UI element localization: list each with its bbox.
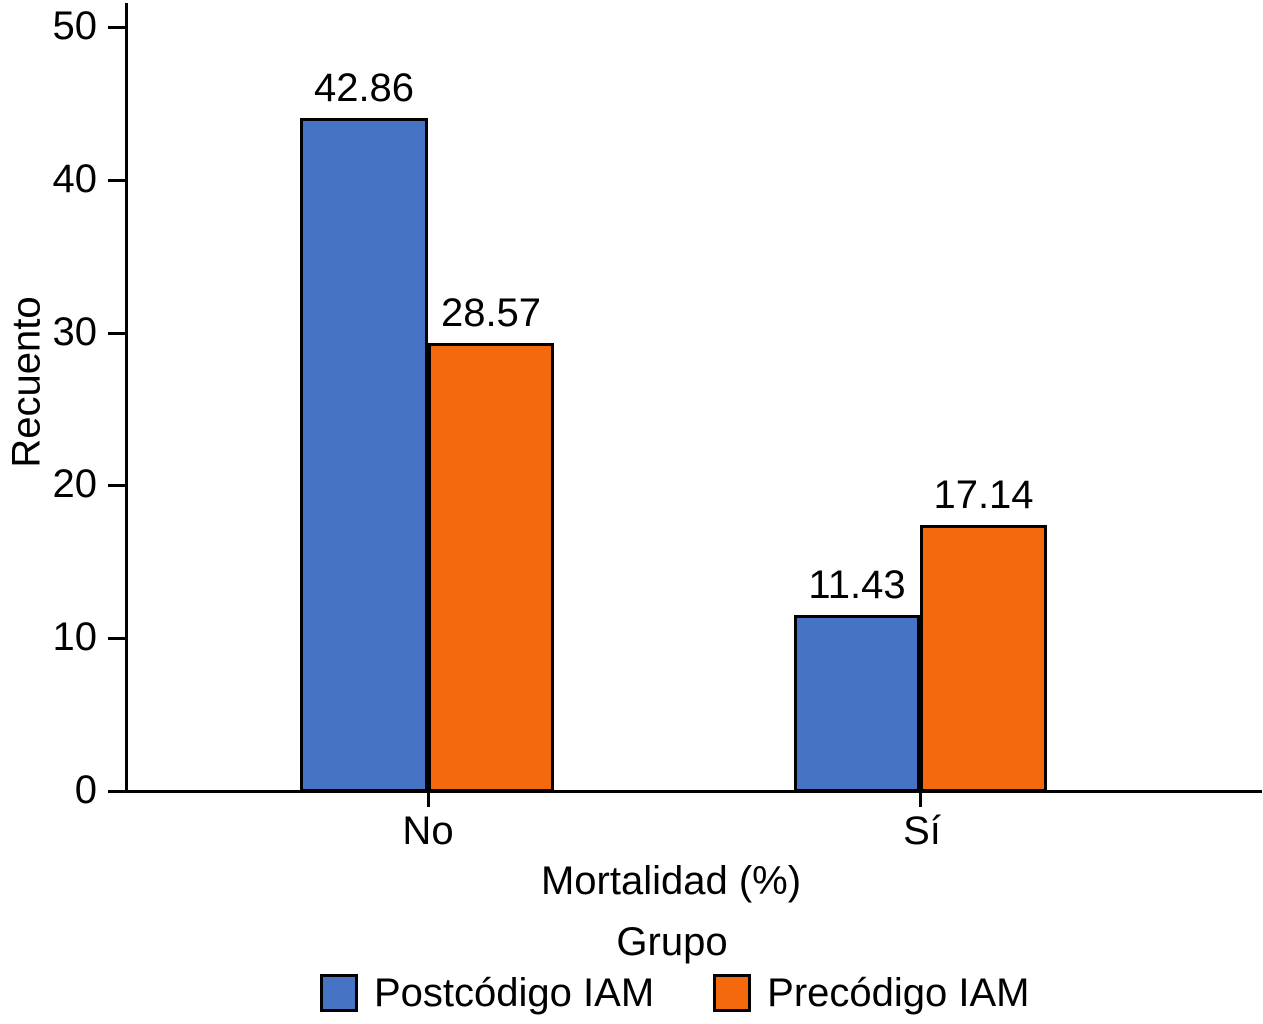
x-tick-mark-no: [427, 792, 430, 807]
bar-postcodigo-si: 11.43: [794, 563, 920, 792]
legend-item-postcodigo: Postcódigo IAM: [320, 971, 654, 1015]
y-tick-label-0: 0: [74, 768, 97, 813]
bar-postcodigo-no: 42.86: [300, 66, 428, 792]
y-tick-label-50: 50: [52, 4, 98, 49]
y-tick-label-30: 30: [52, 310, 98, 355]
y-tick-mark: [108, 637, 127, 640]
x-category-no: No: [402, 809, 454, 853]
y-tick-label-40: 40: [52, 157, 98, 202]
y-tick-label-20: 20: [52, 462, 98, 507]
bar-precodigo-no: 28.57: [428, 291, 554, 792]
y-axis-line: [125, 3, 128, 792]
y-tick-mark: [108, 332, 127, 335]
y-tick-mark: [108, 179, 127, 182]
bar-value-label-postcodigo-no: 42.86: [313, 66, 415, 110]
legend-item-precodigo: Precódigo IAM: [713, 971, 1029, 1015]
legend-label-precodigo: Precódigo IAM: [767, 971, 1030, 1015]
y-tick-mark: [108, 26, 127, 29]
x-tick-mark-si: [919, 792, 922, 807]
legend-swatch-postcodigo: [320, 974, 358, 1012]
x-axis-title: Mortalidad (%): [540, 859, 802, 903]
bar-value-label-precodigo-si: 17.14: [933, 473, 1034, 517]
legend: Postcódigo IAM Precódigo IAM: [320, 971, 1029, 1015]
y-tick-mark: [108, 790, 127, 793]
legend-swatch-precodigo: [713, 974, 752, 1012]
bar-value-label-precodigo-no: 28.57: [440, 291, 542, 335]
x-category-si: Sí: [903, 809, 941, 853]
y-tick-mark: [108, 484, 127, 487]
bar-value-label-postcodigo-si: 11.43: [808, 563, 906, 607]
x-axis-line: [125, 790, 1262, 793]
bar-precodigo-si: 17.14: [920, 473, 1047, 792]
x-axis-subtitle: Grupo: [616, 920, 728, 964]
y-tick-label-10: 10: [52, 615, 98, 660]
legend-label-postcodigo: Postcódigo IAM: [374, 971, 655, 1015]
